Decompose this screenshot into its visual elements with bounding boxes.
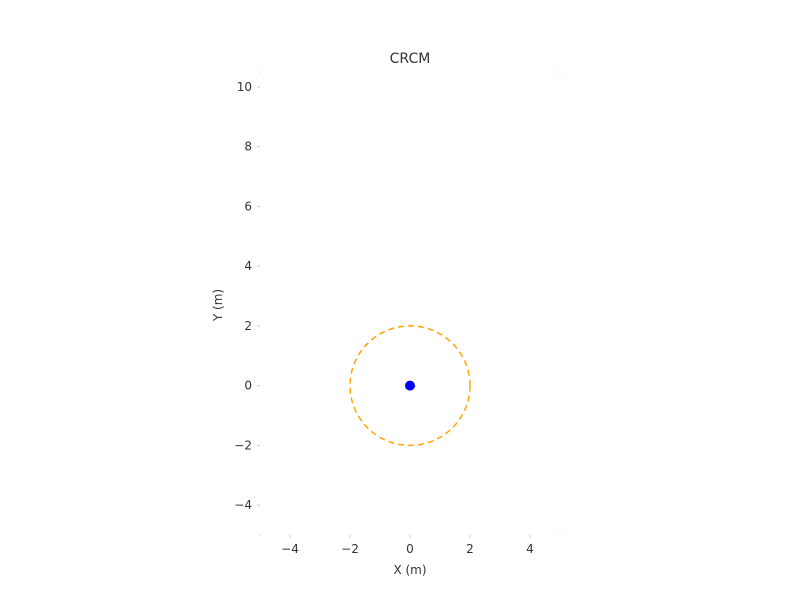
range-circle <box>349 325 471 447</box>
y-tick-label: 6 <box>244 199 252 213</box>
x-tick-label: 0 <box>406 542 414 556</box>
y-axis: −4 −2 0 2 4 6 8 10 <box>234 80 260 512</box>
x-tick-label: 2 <box>466 542 474 556</box>
x-tick-label: −2 <box>341 542 359 556</box>
y-tick-label: 8 <box>244 140 252 154</box>
axes-corner-mark <box>559 71 561 73</box>
x-tick-label: −4 <box>281 542 299 556</box>
y-tick-label: −2 <box>234 438 252 452</box>
plot-area <box>259 71 561 536</box>
y-tick-label: 4 <box>244 259 252 273</box>
x-tick-label: 4 <box>526 542 534 556</box>
y-tick-label: 10 <box>237 80 252 94</box>
y-axis-label: Y (m) <box>211 289 225 322</box>
axes-corner-mark <box>259 534 261 536</box>
x-axis-label: X (m) <box>393 563 426 577</box>
y-tick-label: 0 <box>244 379 252 393</box>
data-point <box>405 380 415 391</box>
axes-corner-mark <box>259 71 261 73</box>
y-tick-label: 2 <box>244 319 252 333</box>
axes-corner-mark <box>559 534 561 536</box>
x-axis: −4 −2 0 2 4 <box>281 535 534 556</box>
chart-title: CRCM <box>390 51 431 67</box>
y-tick-label: −4 <box>234 498 252 512</box>
